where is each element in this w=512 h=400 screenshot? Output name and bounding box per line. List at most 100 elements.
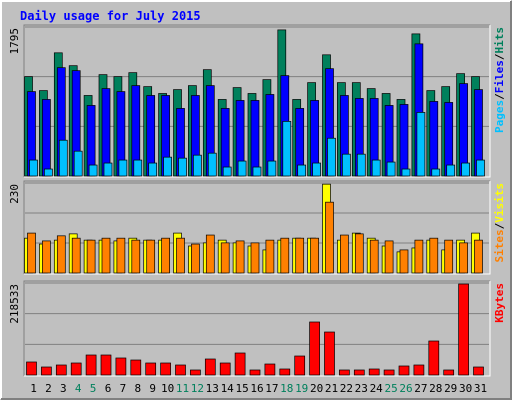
bar [327, 137, 336, 177]
bar [146, 239, 156, 274]
x-tick-label: 14 [221, 382, 235, 395]
x-tick-label: 31 [474, 382, 487, 395]
x-tick-label: 9 [149, 382, 156, 395]
bar [116, 237, 126, 274]
bar [55, 364, 67, 376]
x-tick-label: 17 [265, 382, 278, 395]
bar [294, 355, 306, 376]
x-tick-label: 25 [384, 382, 397, 395]
x-tick-label: 13 [206, 382, 219, 395]
bar [204, 358, 216, 376]
chart-title: Daily usage for July 2015 [20, 9, 201, 23]
bar [368, 368, 380, 376]
bar [414, 239, 424, 274]
bar [312, 162, 321, 177]
bar [101, 237, 111, 274]
bar [371, 159, 381, 177]
bar [297, 164, 307, 177]
bar [178, 157, 187, 177]
x-tick-label: 11 [176, 382, 189, 395]
bar [160, 362, 171, 376]
legend-entry: Pages [493, 100, 506, 133]
legend-entry: KBytes [493, 283, 506, 323]
y-tick-label: 1795 [8, 28, 21, 55]
bar [384, 240, 394, 274]
panel-border [24, 25, 491, 178]
legend: Pages/Files/Hits [493, 27, 506, 133]
bar [222, 166, 232, 177]
x-tick-label: 8 [134, 382, 141, 395]
bar [267, 160, 277, 177]
bar [459, 242, 468, 274]
x-tick-label: 1 [30, 382, 37, 395]
bar [190, 369, 201, 376]
x-tick-label: 15 [235, 382, 248, 395]
bar [429, 101, 439, 177]
bar [176, 237, 185, 274]
bar [118, 159, 128, 177]
legend-entry: Hits [493, 27, 506, 54]
bar [41, 366, 52, 376]
y-tick-label: 230 [8, 184, 21, 204]
bar [295, 237, 305, 274]
x-tick-label: 4 [75, 382, 82, 395]
legend-separator: / [493, 53, 506, 60]
bar [353, 369, 365, 376]
bar [354, 233, 364, 274]
bar [58, 139, 68, 177]
legend-separator: / [493, 222, 506, 229]
panel-border [23, 24, 490, 177]
bar [282, 121, 292, 177]
bar [265, 239, 275, 274]
bar [324, 331, 335, 376]
panel-border [24, 181, 491, 275]
bar [340, 234, 349, 274]
bar [399, 249, 409, 274]
bar [235, 240, 245, 274]
x-tick-label: 12 [191, 382, 204, 395]
panel-border [23, 280, 490, 376]
bar [237, 160, 247, 177]
legend-entry: Visits [493, 183, 506, 223]
bar [401, 168, 411, 177]
bar [130, 359, 142, 376]
x-tick-label: 30 [459, 382, 472, 395]
x-tick-label: 23 [355, 382, 368, 395]
bar [280, 237, 290, 274]
legend: Sites/Visits [493, 183, 506, 263]
bar [386, 161, 396, 177]
x-tick-label: 22 [340, 382, 353, 395]
bar [175, 364, 186, 376]
bar [85, 354, 97, 376]
bar [339, 369, 350, 376]
bar [133, 159, 143, 177]
bar [416, 112, 426, 177]
bar [399, 104, 409, 177]
panel-border [24, 281, 491, 377]
bar [476, 159, 485, 177]
x-tick-label: 18 [280, 382, 293, 395]
bar [429, 237, 439, 274]
bar [459, 83, 468, 177]
bar [473, 366, 484, 376]
x-tick-label: 5 [90, 382, 97, 395]
x-tick-label: 26 [399, 382, 412, 395]
x-tick-label: 28 [429, 382, 442, 395]
bar [29, 159, 38, 177]
bar [219, 362, 231, 376]
legend-entry: Files [493, 60, 506, 93]
bar [88, 164, 98, 177]
bar [42, 99, 51, 177]
bar [26, 361, 37, 376]
bar [100, 354, 112, 376]
bar [413, 364, 425, 376]
legend: KBytes [493, 283, 506, 323]
bar [163, 156, 172, 177]
x-tick-label: 3 [60, 382, 67, 395]
bar [148, 162, 158, 177]
bar [443, 369, 455, 376]
bar [191, 243, 200, 274]
bar [161, 237, 170, 274]
bar [279, 368, 291, 376]
